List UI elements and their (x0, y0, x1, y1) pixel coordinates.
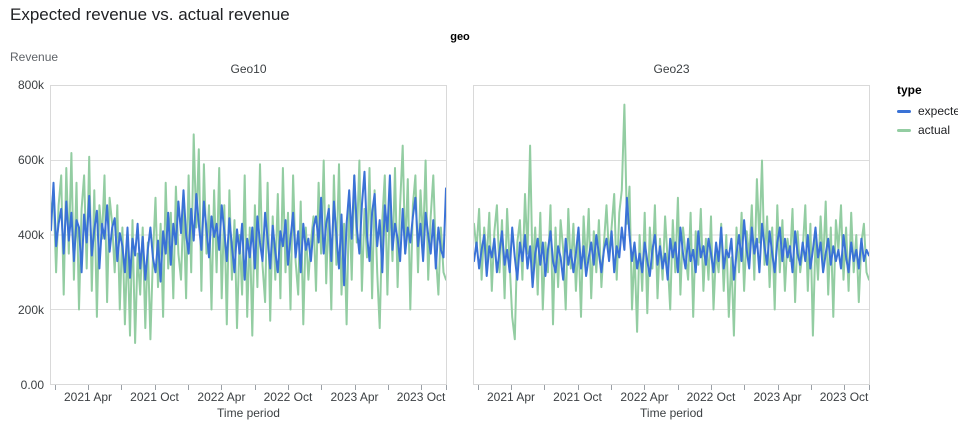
y-tick-label: 200k (17, 303, 44, 317)
x-tick-mark (869, 385, 870, 390)
x-tick-mark (254, 385, 256, 390)
x-tick-label: 2022 Apr (197, 390, 246, 404)
x-tick-mark (321, 385, 323, 390)
x-tick-mark (354, 385, 356, 390)
x-tick-mark (710, 385, 712, 390)
x-tick-mark (421, 385, 423, 390)
x-axis: Time period 2021 Apr 2021 Oct 2022 Apr 2022… (473, 385, 870, 421)
x-tick-mark (744, 385, 746, 390)
line-actual (474, 103, 869, 341)
x-tick-mark (121, 385, 123, 390)
x-tick-mark (544, 385, 546, 390)
y-tick-label: 800k (17, 78, 44, 92)
x-tick-label: 2023 Oct (819, 390, 869, 404)
legend-item-actual[interactable]: actual (897, 123, 958, 137)
legend: type expected actual (897, 83, 958, 142)
x-tick-label: 2023 Oct (396, 390, 446, 404)
x-tick-mark (446, 385, 447, 390)
x-tick-label: 2021 Oct (553, 390, 602, 404)
x-tick-mark (188, 385, 190, 390)
legend-swatch-actual (897, 128, 911, 132)
y-axis: 800k 600k 400k 200k 0.00 (0, 78, 44, 392)
plot-box (473, 85, 870, 385)
plot-area[interactable] (51, 86, 446, 384)
facet-panel-geo23: Time period 2021 Apr 2021 Oct 2022 Apr 2022… (473, 85, 870, 421)
x-tick-label: 2021 Apr (63, 390, 113, 404)
x-tick-label: 2022 Apr (620, 390, 669, 404)
x-tick-mark (644, 385, 646, 390)
x-axis-title: Time period (640, 406, 703, 420)
x-tick-mark (777, 385, 779, 390)
legend-label: expected (918, 104, 958, 118)
legend-label: actual (918, 123, 951, 137)
x-tick-mark (511, 385, 513, 390)
x-tick-mark (611, 385, 613, 390)
x-tick-mark (287, 385, 289, 390)
x-tick-mark (154, 385, 156, 390)
x-tick-label: 2021 Oct (130, 390, 179, 404)
x-axis: Time period 2021 Apr 2021 Oct 2022 Apr 2022… (50, 385, 447, 421)
legend-items: expected actual (897, 104, 958, 137)
facet-panel-geo10: Time period 2021 Apr 2021 Oct 2022 Apr 2022… (50, 85, 447, 421)
page-title: Expected revenue vs. actual revenue (10, 5, 290, 24)
y-axis-title: Revenue (10, 50, 59, 64)
y-tick-label: 600k (17, 153, 44, 167)
facet-title-geo23: Geo23 (653, 62, 690, 76)
x-tick-mark (677, 385, 679, 390)
x-tick-mark (54, 385, 56, 390)
line-actual (51, 133, 446, 344)
x-tick-label: 2023 Apr (330, 390, 379, 404)
x-tick-mark (477, 385, 479, 390)
line-expected (474, 196, 869, 289)
y-tick-label: 0.00 (20, 378, 44, 392)
line-expected (51, 170, 446, 287)
plot-box (50, 85, 447, 385)
x-tick-mark (387, 385, 389, 390)
x-tick-label: 2022 Oct (263, 390, 313, 404)
x-tick-mark (577, 385, 579, 390)
x-tick-mark (810, 385, 812, 390)
facet-title-geo10: Geo10 (230, 62, 267, 76)
legend-title: type (897, 83, 922, 97)
facet-field-header: geo (450, 31, 470, 43)
x-tick-label: 2021 Apr (486, 390, 536, 404)
x-tick-mark (88, 385, 90, 390)
legend-item-expected[interactable]: expected (897, 104, 958, 118)
x-tick-label: 2023 Apr (753, 390, 802, 404)
y-tick-label: 400k (17, 228, 44, 242)
x-tick-mark (221, 385, 223, 390)
x-tick-label: 2022 Oct (686, 390, 736, 404)
plot-area[interactable] (474, 86, 869, 384)
x-tick-mark (844, 385, 846, 390)
x-axis-title: Time period (217, 406, 280, 420)
legend-swatch-expected (897, 109, 911, 113)
